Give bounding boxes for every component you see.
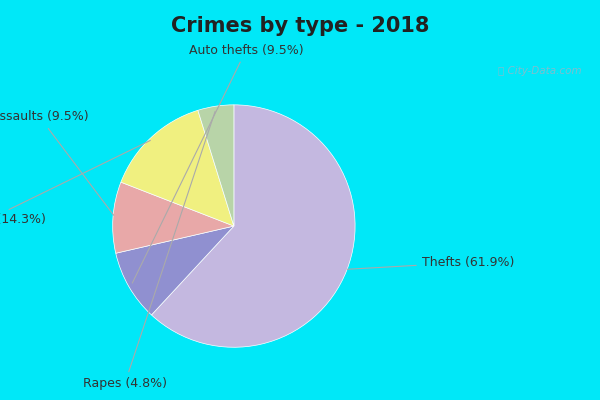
- Text: Crimes by type - 2018: Crimes by type - 2018: [171, 16, 429, 36]
- Wedge shape: [198, 105, 234, 226]
- Text: Auto thefts (9.5%): Auto thefts (9.5%): [132, 44, 304, 283]
- Wedge shape: [121, 110, 234, 226]
- Wedge shape: [151, 105, 355, 347]
- Text: Assaults (9.5%): Assaults (9.5%): [0, 110, 114, 215]
- Text: Rapes (4.8%): Rapes (4.8%): [83, 111, 215, 390]
- Text: Thefts (61.9%): Thefts (61.9%): [347, 256, 514, 269]
- Text: Burglaries (14.3%): Burglaries (14.3%): [0, 140, 151, 226]
- Text: ⓘ City-Data.com: ⓘ City-Data.com: [499, 66, 582, 76]
- Wedge shape: [113, 182, 234, 253]
- Wedge shape: [116, 226, 234, 315]
